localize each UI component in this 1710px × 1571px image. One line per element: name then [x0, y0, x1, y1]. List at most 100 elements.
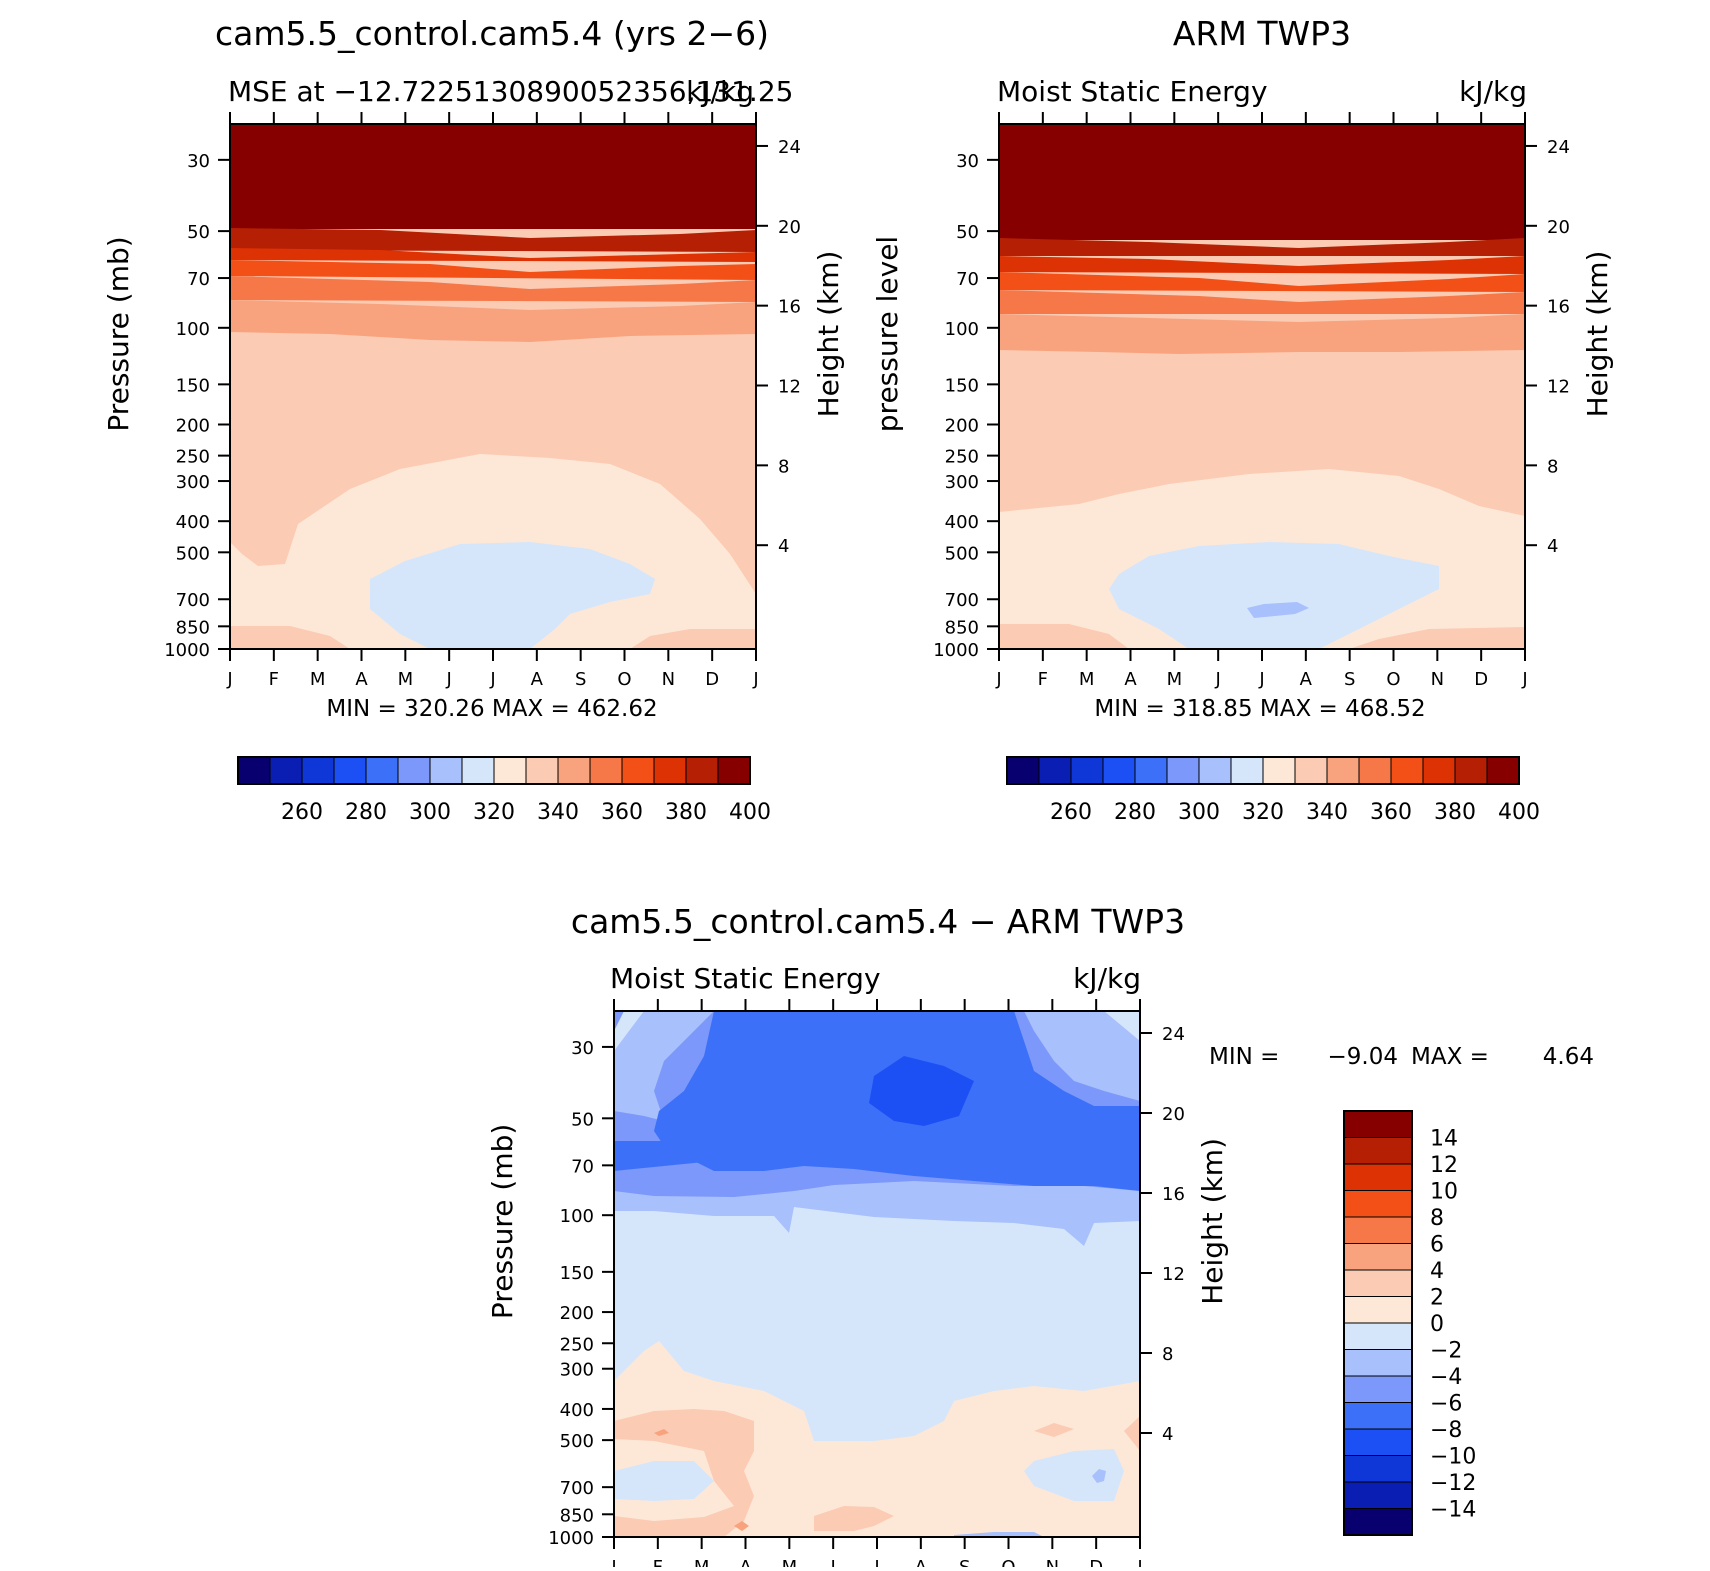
colorbar-label: 4	[1430, 1259, 1444, 1284]
y-tick-label: 1000	[548, 1528, 594, 1549]
colorbar-label: 2	[1430, 1286, 1444, 1311]
colorbar-box	[1262, 756, 1296, 785]
colorbar-label: 0	[1430, 1312, 1444, 1337]
panel-diff-max-value: 4.64	[1543, 1044, 1594, 1070]
x-tick-label: F	[269, 669, 279, 690]
x-tick-label: S	[1344, 669, 1355, 690]
colorbar-label: 6	[1430, 1233, 1444, 1258]
y-tick-label: 700	[945, 590, 979, 611]
y-tick-label: 50	[956, 222, 979, 243]
y-tick-label: 850	[945, 617, 979, 638]
model-band-340-surface	[230, 626, 350, 649]
x-tick-label: A	[355, 669, 368, 690]
colorbar-box	[461, 756, 495, 785]
x-tick-label: J	[489, 669, 495, 690]
colorbar-box	[333, 756, 367, 785]
obs-band-320-core	[1109, 542, 1439, 649]
panel-obs-right-label: kJ/kg	[1459, 75, 1527, 108]
y2-tick-label: 8	[1162, 1344, 1173, 1365]
y2-tick-label: 12	[1162, 1264, 1185, 1285]
x-tick-label: J	[830, 1557, 836, 1567]
y-tick-label: 850	[560, 1505, 594, 1526]
x-tick-label: J	[226, 669, 232, 690]
y2-tick-label: 4	[1547, 536, 1558, 557]
diff-band-2-4-edge	[1124, 1416, 1140, 1451]
diff-band-m2-lower-left	[614, 1461, 714, 1501]
diff-band-m4-top-right	[1024, 1011, 1140, 1101]
x-tick-label: M	[782, 1557, 798, 1567]
colorbar-box	[1134, 756, 1168, 785]
colorbar-box	[1486, 756, 1520, 785]
x-tick-label: A	[739, 1557, 752, 1567]
diff-band-m2-top-right	[1104, 1011, 1140, 1041]
colorbar-box	[1343, 1190, 1413, 1218]
x-tick-label: M	[1079, 669, 1095, 690]
colorbar-box	[685, 756, 719, 785]
colorbar-box	[1343, 1322, 1413, 1350]
panel-obs-field	[999, 124, 1525, 649]
diff-band-m10-m8	[869, 1056, 974, 1126]
colorbar-box	[365, 756, 399, 785]
colorbar-box	[1454, 756, 1488, 785]
colorbar-box	[525, 756, 559, 785]
model-band-340-surface-right	[630, 629, 756, 649]
y-tick-label: 30	[571, 1038, 594, 1059]
colorbar-label: 380	[665, 800, 707, 825]
model-band-350	[230, 300, 756, 342]
colorbar-box	[1343, 1481, 1413, 1509]
colorbar-box	[1343, 1428, 1413, 1456]
colorbar-label: 360	[1370, 800, 1412, 825]
colorbar-box	[1343, 1216, 1413, 1244]
y-tick-label: 30	[956, 151, 979, 172]
colorbar-box	[1343, 1296, 1413, 1324]
y-tick-label: 70	[571, 1156, 594, 1177]
x-tick-label: O	[1386, 669, 1400, 690]
colorbar-box	[1343, 1269, 1413, 1297]
y2-axis-label: Height (km)	[1196, 1138, 1229, 1305]
colorbar-box	[1006, 756, 1040, 785]
colorbar-box	[1390, 756, 1424, 785]
colorbar-box	[1166, 756, 1200, 785]
x-tick-label: J	[1215, 669, 1221, 690]
x-tick-label: J	[1136, 1557, 1142, 1567]
y-tick-label: 100	[176, 319, 210, 340]
x-tick-label: F	[1038, 669, 1048, 690]
panel-model-right-label: kJ/kg	[686, 75, 754, 108]
colorbar-box	[1343, 1349, 1413, 1377]
x-tick-label: J	[446, 669, 452, 690]
colorbar-box	[1294, 756, 1328, 785]
panel-diff-min-label: MIN =	[1209, 1044, 1279, 1070]
colorbar-frame	[1006, 756, 1520, 785]
colorbar-label: 280	[345, 800, 387, 825]
y2-tick-label: 16	[778, 297, 801, 318]
diff-band-m2-lower-right	[1024, 1449, 1124, 1501]
colorbar-box	[1422, 756, 1456, 785]
x-tick-label: M	[398, 669, 414, 690]
y-tick-label: 400	[560, 1400, 594, 1421]
colorbar-label: 380	[1434, 800, 1476, 825]
y-tick-label: 150	[945, 375, 979, 396]
y-tick-label: 70	[187, 269, 210, 290]
colorbar-label: 400	[729, 800, 771, 825]
y2-tick-label: 20	[1547, 217, 1570, 238]
model-band-top-400	[230, 124, 756, 229]
colorbar-box	[717, 756, 751, 785]
colorbar-label: 8	[1430, 1206, 1444, 1231]
diff-band-2-4-mid	[814, 1506, 894, 1531]
y-tick-label: 1000	[933, 640, 979, 661]
y-tick-label: 850	[176, 617, 210, 638]
diff-band-2-4-right	[1034, 1423, 1074, 1437]
obs-band-360	[999, 290, 1525, 314]
obs-band-350	[999, 314, 1525, 354]
obs-band-310-spot	[1247, 602, 1309, 618]
y2-axis-label: Height (km)	[1581, 251, 1614, 418]
y2-tick-label: 8	[1547, 456, 1558, 477]
x-tick-label: F	[653, 1557, 663, 1567]
y2-tick-label: 16	[1547, 297, 1570, 318]
colorbar-box	[1326, 756, 1360, 785]
x-tick-label: D	[1089, 1557, 1103, 1567]
diff-band-m4-top-left	[614, 1011, 714, 1121]
colorbar-box	[557, 756, 591, 785]
